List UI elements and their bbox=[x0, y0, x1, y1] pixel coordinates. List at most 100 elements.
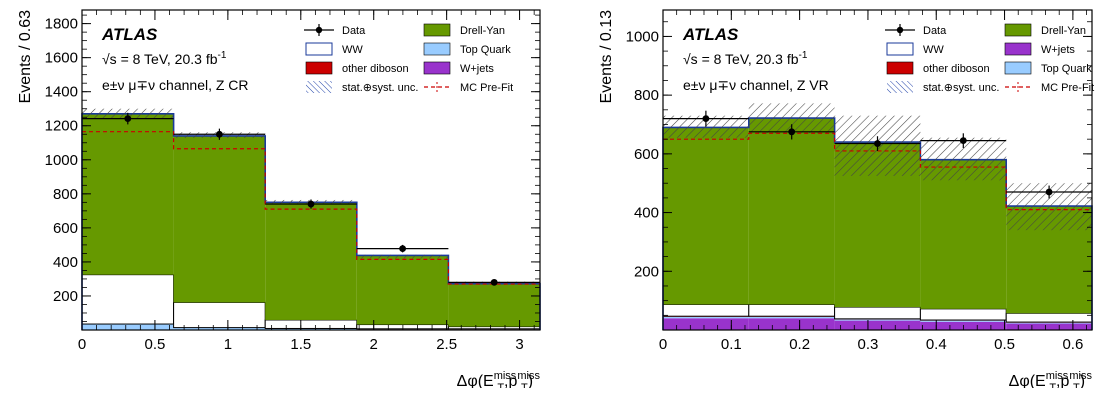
legend-diboson-swatch bbox=[306, 62, 332, 74]
y-tick-label: 200 bbox=[53, 288, 78, 305]
bar-ww-bin-0 bbox=[663, 304, 749, 316]
bar-top-quark-bin-0 bbox=[82, 324, 174, 329]
x-tick-label: 0.2 bbox=[789, 336, 810, 353]
data-point-3 bbox=[960, 137, 967, 144]
bar-drell-yan-bin-1 bbox=[749, 118, 835, 304]
legend-prefit-label: MC Pre-Fit bbox=[1041, 82, 1094, 94]
x-tick-label: 0.4 bbox=[926, 336, 947, 353]
bar-drell-yan-bin-3 bbox=[357, 255, 449, 324]
y-tick-label: 1800 bbox=[45, 16, 78, 33]
legend-unc-label: stat.⊕syst. unc. bbox=[342, 82, 418, 94]
data-point-1 bbox=[216, 131, 223, 138]
x-tick-label: 0.3 bbox=[858, 336, 879, 353]
atlas-label: ATLAS bbox=[682, 25, 739, 44]
bar-top-quark-bin-4 bbox=[1006, 323, 1092, 324]
data-point-4 bbox=[491, 279, 498, 286]
y-tick-label: 400 bbox=[634, 205, 659, 222]
y-tick-label: 800 bbox=[53, 186, 78, 203]
y-tick-label: 1000 bbox=[45, 152, 78, 169]
legend-wjets-label: W+jets bbox=[460, 63, 494, 75]
y-tick-label: 400 bbox=[53, 254, 78, 271]
legend-drell_yan-label: Drell-Yan bbox=[1041, 25, 1086, 37]
legend-top-swatch bbox=[1005, 62, 1031, 74]
legend-ww-label: WW bbox=[923, 44, 944, 56]
data-point-3 bbox=[399, 245, 406, 252]
x-tick-label: 0.1 bbox=[721, 336, 742, 353]
x-tick-label: 2 bbox=[370, 336, 378, 353]
x-tick-label: 1 bbox=[224, 336, 232, 353]
legend-unc-label: stat.⊕syst. unc. bbox=[923, 82, 999, 94]
unc-band-bin-3 bbox=[357, 255, 449, 259]
y-tick-label: 1600 bbox=[45, 50, 78, 67]
bar-drell-yan-bin-0 bbox=[82, 114, 174, 275]
legend-diboson-label: other diboson bbox=[342, 63, 409, 75]
data-point-0 bbox=[124, 115, 131, 122]
bar-top-quark-bin-0 bbox=[663, 317, 749, 318]
y-axis-label: Events / 0.63 bbox=[17, 10, 34, 103]
legend-data-label: Data bbox=[923, 25, 947, 37]
bar-top-quark-bin-3 bbox=[920, 321, 1006, 322]
atlas-label: ATLAS bbox=[101, 25, 158, 44]
channel-label: e±ν μ∓ν channel, Z VR bbox=[683, 77, 829, 93]
bar-drell-yan-bin-2 bbox=[265, 202, 357, 320]
legend-drell_yan-swatch bbox=[424, 24, 450, 36]
bar-ww-bin-3 bbox=[920, 309, 1006, 320]
x-tick-label: 0.6 bbox=[1062, 336, 1083, 353]
legend-ww-swatch bbox=[887, 43, 913, 55]
bar-ww-bin-0 bbox=[82, 275, 174, 324]
bar-top-quark-bin-2 bbox=[835, 319, 921, 320]
y-tick-label: 1000 bbox=[626, 28, 659, 45]
x-tick-label: 3 bbox=[515, 336, 523, 353]
legend-data-label: Data bbox=[342, 25, 366, 37]
bar-w-jets-bin-4 bbox=[1006, 324, 1092, 330]
legend-diboson-label: other diboson bbox=[923, 63, 990, 75]
data-point-2 bbox=[308, 201, 315, 208]
y-tick-label: 600 bbox=[53, 220, 78, 237]
data-point-2 bbox=[874, 140, 881, 147]
y-tick-label: 200 bbox=[634, 263, 659, 280]
legend-top-swatch bbox=[424, 43, 450, 55]
bar-drell-yan-bin-0 bbox=[663, 127, 749, 304]
legend-wjets-swatch bbox=[424, 62, 450, 74]
bar-drell-yan-bin-4 bbox=[448, 284, 540, 327]
bar-ww-bin-1 bbox=[174, 302, 266, 327]
y-tick-label: 800 bbox=[634, 87, 659, 104]
bar-w-jets-bin-0 bbox=[663, 318, 749, 330]
legend-diboson-swatch bbox=[887, 62, 913, 74]
legend-drell_yan-swatch bbox=[1005, 24, 1031, 36]
legend-data-marker bbox=[316, 27, 322, 33]
legend-ww-label: WW bbox=[342, 44, 363, 56]
legend-unc-swatch bbox=[887, 81, 913, 93]
bar-w-jets-bin-2 bbox=[835, 321, 921, 330]
data-point-4 bbox=[1046, 189, 1053, 196]
bar-drell-yan-bin-1 bbox=[174, 136, 266, 302]
legend-wjets-swatch bbox=[1005, 43, 1031, 55]
legend-wjets-label: W+jets bbox=[1041, 44, 1075, 56]
energy-label: √s = 8 TeV, 20.3 fb-1 bbox=[683, 50, 808, 67]
channel-label: e±ν μ∓ν channel, Z CR bbox=[102, 77, 249, 93]
legend-top-label: Top Quark bbox=[1041, 63, 1092, 75]
data-point-1 bbox=[788, 128, 795, 135]
legend-prefit-label: MC Pre-Fit bbox=[460, 82, 513, 94]
y-tick-label: 600 bbox=[634, 146, 659, 163]
y-tick-label: 1200 bbox=[45, 118, 78, 135]
bar-w-jets-bin-1 bbox=[749, 318, 835, 330]
x-tick-label: 0 bbox=[78, 336, 86, 353]
legend-top-label: Top Quark bbox=[460, 44, 511, 56]
x-tick-label: 2.5 bbox=[436, 336, 457, 353]
bar-ww-bin-2 bbox=[835, 307, 921, 319]
bar-ww-bin-1 bbox=[749, 304, 835, 316]
x-tick-label: 1.5 bbox=[290, 336, 311, 353]
bar-ww-bin-4 bbox=[1006, 313, 1092, 322]
bar-drell-yan-bin-3 bbox=[920, 160, 1006, 309]
bar-ww-bin-2 bbox=[265, 320, 357, 329]
energy-label: √s = 8 TeV, 20.3 fb-1 bbox=[102, 50, 227, 67]
legend-data-marker bbox=[897, 27, 903, 33]
y-axis-label: Events / 0.13 bbox=[598, 10, 615, 103]
